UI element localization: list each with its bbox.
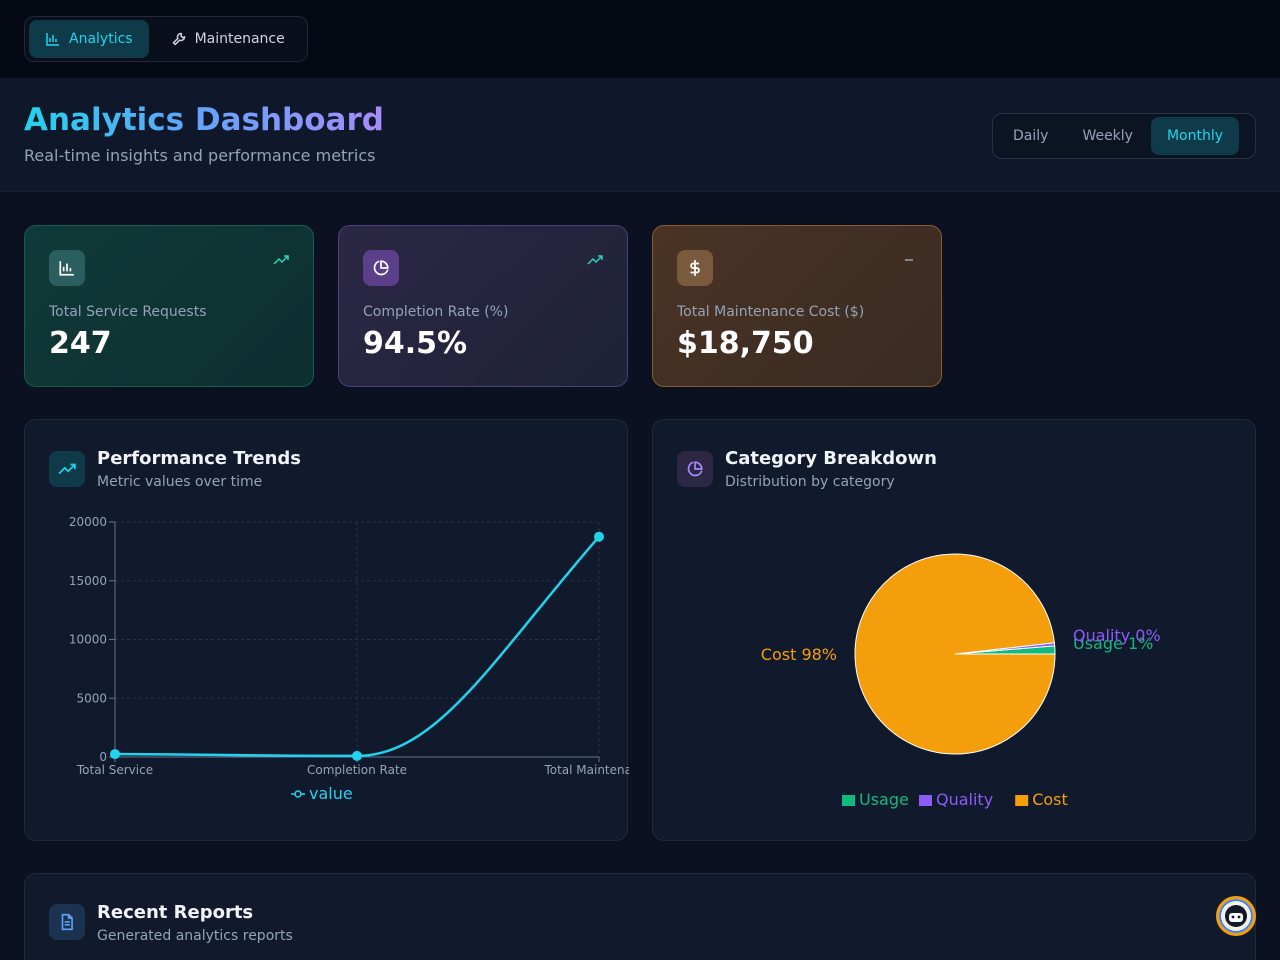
recent-reports-panel: Recent Reports Generated analytics repor… — [24, 873, 1256, 960]
page-title: Analytics Dashboard — [24, 102, 384, 138]
page-subtitle: Real-time insights and performance metri… — [24, 146, 376, 165]
minus-icon — [905, 259, 913, 261]
period-weekly-button[interactable]: Weekly — [1082, 128, 1133, 144]
trending-up-icon — [273, 255, 289, 265]
x-tick-label: Total Service — [76, 763, 153, 777]
trending-up-icon — [49, 451, 85, 487]
page-header: Analytics Dashboard Real-time insights a… — [0, 78, 1280, 192]
stat-label: Total Service Requests — [49, 304, 207, 320]
document-icon — [49, 904, 85, 940]
x-tick-label: Completion Rate — [307, 763, 407, 777]
pie-label-cost: Cost 98% — [761, 645, 837, 664]
stat-card-maintenance-cost: Total Maintenance Cost ($) $18,750 — [652, 225, 942, 387]
series-line-value — [114, 535, 600, 758]
performance-trends-panel: Performance Trends Metric values over ti… — [24, 419, 629, 841]
pie-slice-cost — [854, 553, 1056, 755]
stat-card-service-requests: Total Service Requests 247 — [24, 225, 314, 387]
legend-label-usage: Usage — [859, 790, 909, 809]
pie-chart: Usage 1%Quality 0% Cost 98% Usage Quality Co… — [761, 553, 1161, 809]
pie-label-usage: Usage 1% — [1073, 634, 1153, 653]
tab-maintenance[interactable]: Maintenance — [155, 20, 301, 58]
legend-label-cost: Cost — [1032, 790, 1068, 809]
period-monthly-button[interactable]: Monthly — [1150, 117, 1240, 155]
legend-label: value — [309, 784, 353, 803]
pie-label-quality: Quality 0% — [1073, 626, 1161, 645]
stat-value: $18,750 — [677, 326, 814, 361]
panel-subtitle: Distribution by category — [725, 474, 895, 490]
data-point — [352, 750, 362, 761]
trending-up-icon — [587, 255, 603, 265]
panel-subtitle: Metric values over time — [97, 474, 263, 490]
y-tick-label: 5000 — [76, 691, 107, 705]
robot-face-icon — [1225, 905, 1247, 927]
y-tick-label: 20000 — [69, 515, 107, 529]
tab-analytics[interactable]: Analytics — [29, 20, 149, 58]
dollar-icon — [677, 250, 713, 286]
wrench-icon — [172, 32, 185, 46]
period-daily-button[interactable]: Daily — [1013, 128, 1049, 144]
x-tick-label: Total Maintenance — [543, 763, 629, 777]
pie-chart-icon — [677, 451, 713, 487]
period-toggle: Daily Weekly Monthly — [992, 113, 1256, 159]
legend-swatch-cost — [1015, 795, 1029, 806]
legend-point-marker — [294, 790, 302, 798]
category-breakdown-panel: Category Breakdown Distribution by categ… — [652, 419, 1256, 841]
panel-title: Recent Reports — [97, 902, 254, 923]
y-tick-label: 15000 — [69, 574, 107, 588]
data-point — [594, 531, 604, 542]
stat-label: Total Maintenance Cost ($) — [677, 304, 865, 320]
panel-subtitle: Generated analytics reports — [97, 928, 293, 944]
y-tick-label: 10000 — [69, 633, 107, 647]
stat-card-completion-rate: Completion Rate (%) 94.5% — [338, 225, 628, 387]
stat-value: 247 — [49, 326, 112, 361]
y-tick-label: 0 — [99, 750, 107, 764]
line-chart: 0 5000 10000 15000 20000 Total Service Complet… — [69, 515, 629, 803]
top-navigation-bar: Analytics Maintenance — [0, 0, 1280, 78]
bar-chart-icon — [49, 250, 85, 286]
legend-swatch-quality — [919, 795, 932, 806]
tab-analytics-label: Analytics — [69, 31, 133, 47]
legend-swatch-usage — [842, 795, 855, 806]
stat-value: 94.5% — [363, 326, 468, 361]
pie-chart-icon — [363, 250, 399, 286]
stat-label: Completion Rate (%) — [363, 304, 509, 320]
panel-title: Category Breakdown — [725, 448, 937, 469]
tab-maintenance-label: Maintenance — [194, 31, 285, 47]
assistant-avatar-icon[interactable] — [1216, 896, 1256, 936]
data-point — [110, 749, 120, 760]
panel-title: Performance Trends — [97, 448, 302, 469]
legend-label-quality: Quality — [936, 790, 993, 809]
nav-tabs: Analytics Maintenance — [24, 16, 308, 62]
bar-chart-icon — [46, 33, 59, 46]
